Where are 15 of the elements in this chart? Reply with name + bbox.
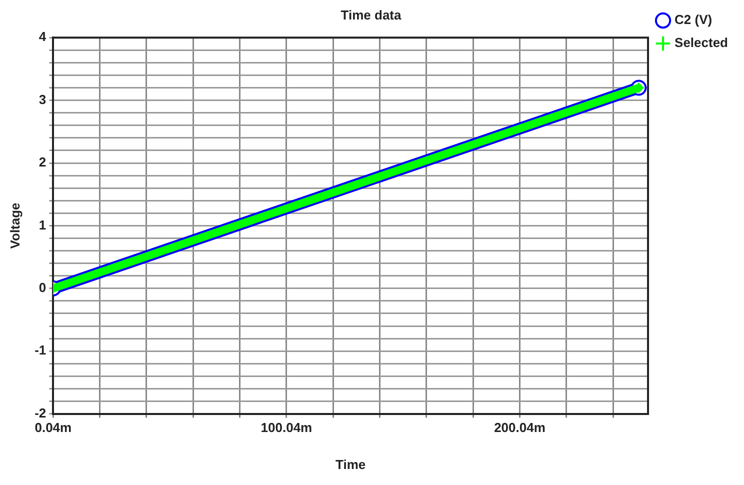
chart-title: Time data: [340, 7, 402, 22]
x-axis-title: Time: [336, 456, 366, 472]
y-axis-title: Voltage: [7, 202, 22, 249]
x-tick-label: 100.04m: [260, 420, 312, 436]
x-tick-label: 0.04m: [34, 420, 72, 436]
y-tick-label: 2: [38, 154, 46, 170]
y-tick-label: 1: [38, 217, 46, 232]
legend-label: C2 (V): [674, 12, 712, 28]
legend-label: Selected: [674, 35, 728, 50]
y-tick-label: 3: [38, 92, 46, 107]
y-tick-label: 0: [38, 280, 46, 295]
y-tick-label: 4: [38, 29, 47, 44]
y-tick-label: -1: [34, 342, 46, 358]
x-tick-label: 200.04m: [494, 420, 546, 436]
y-tick-label: -2: [34, 405, 46, 420]
